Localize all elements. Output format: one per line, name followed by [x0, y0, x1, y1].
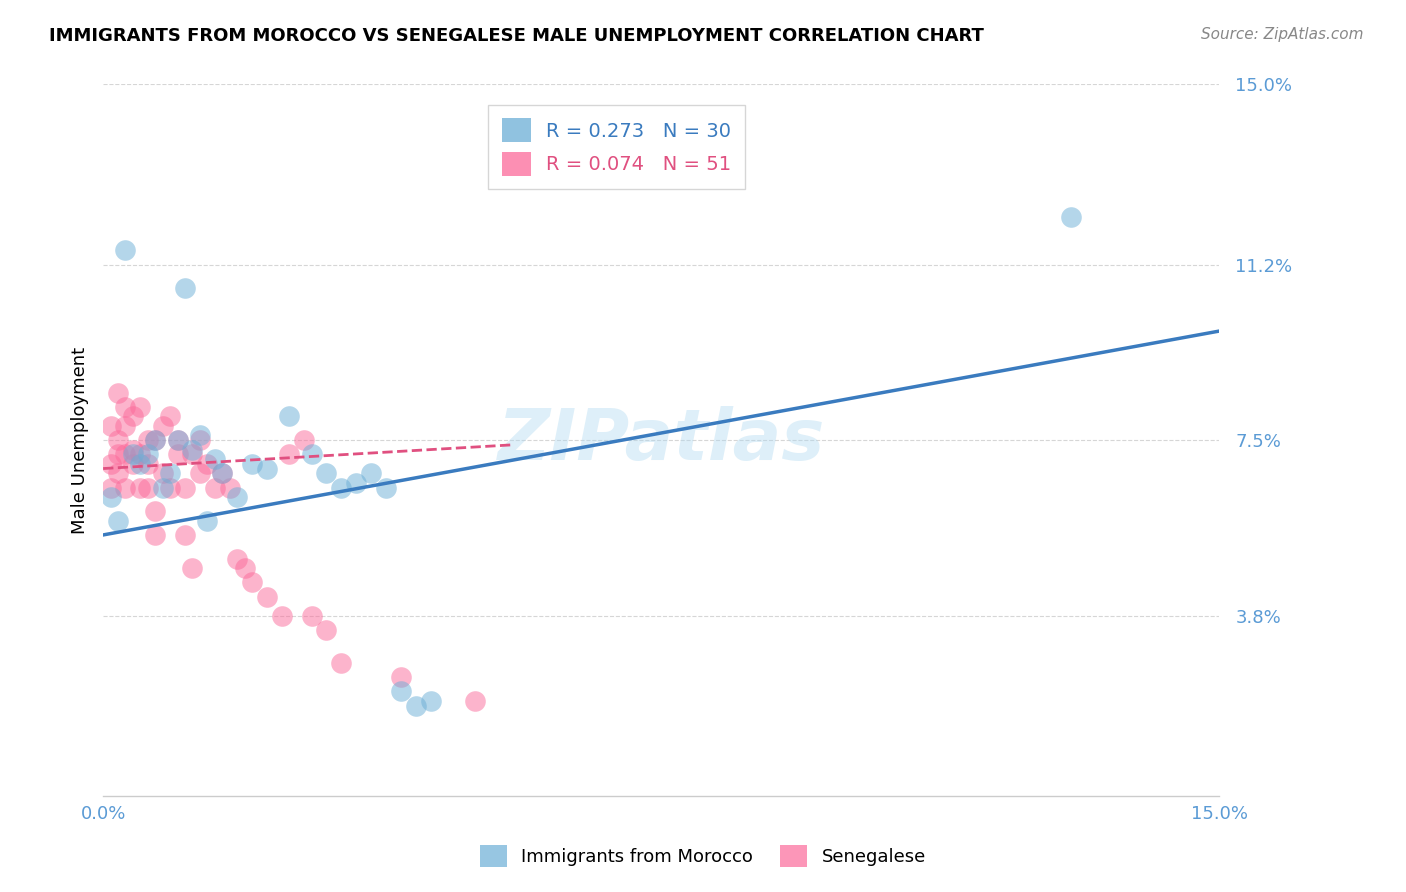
Point [204, 452, 226, 467]
Point [218, 481, 240, 495]
Point [240, 575, 263, 590]
Point [122, 442, 145, 457]
Point [159, 481, 181, 495]
Y-axis label: Male Unemployment: Male Unemployment [72, 346, 89, 533]
Point [100, 490, 122, 504]
Point [211, 467, 233, 481]
Point [114, 400, 136, 414]
Legend: Immigrants from Morocco, Senegalese: Immigrants from Morocco, Senegalese [472, 838, 934, 874]
Point [159, 409, 181, 424]
Point [152, 467, 174, 481]
Point [100, 457, 122, 471]
Point [143, 528, 166, 542]
Point [256, 461, 278, 475]
Point [122, 409, 145, 424]
Point [174, 528, 197, 542]
Point [188, 467, 211, 481]
Point [100, 481, 122, 495]
Point [389, 684, 412, 698]
Point [256, 590, 278, 604]
Point [240, 457, 263, 471]
Point [330, 656, 353, 670]
Text: ZIPatlas: ZIPatlas [498, 406, 825, 475]
Point [389, 670, 412, 684]
Point [419, 694, 441, 708]
Point [143, 433, 166, 447]
Point [107, 447, 129, 461]
Point [278, 447, 301, 461]
Point [107, 385, 129, 400]
Point [166, 433, 188, 447]
Point [152, 481, 174, 495]
Point [344, 475, 367, 490]
Point [122, 457, 145, 471]
Point [136, 447, 159, 461]
Point [374, 481, 396, 495]
Point [129, 481, 152, 495]
Point [181, 442, 204, 457]
Point [211, 467, 233, 481]
Point [107, 514, 129, 528]
Point [129, 447, 152, 461]
Point [114, 447, 136, 461]
Point [143, 433, 166, 447]
Point [136, 457, 159, 471]
Point [301, 608, 323, 623]
Point [233, 561, 256, 575]
Point [204, 481, 226, 495]
Point [270, 608, 292, 623]
Point [315, 623, 337, 637]
Legend: R = 0.273   N = 30, R = 0.074   N = 51: R = 0.273 N = 30, R = 0.074 N = 51 [488, 105, 745, 189]
Point [129, 400, 152, 414]
Point [122, 447, 145, 461]
Point [315, 467, 337, 481]
Point [292, 433, 315, 447]
Point [278, 409, 301, 424]
Point [195, 457, 218, 471]
Point [136, 433, 159, 447]
Point [114, 481, 136, 495]
Point [188, 428, 211, 442]
Point [114, 244, 136, 258]
Point [464, 694, 486, 708]
Point [226, 490, 249, 504]
Point [159, 467, 181, 481]
Text: IMMIGRANTS FROM MOROCCO VS SENEGALESE MALE UNEMPLOYMENT CORRELATION CHART: IMMIGRANTS FROM MOROCCO VS SENEGALESE MA… [49, 27, 984, 45]
Point [136, 481, 159, 495]
Point [301, 447, 323, 461]
Point [181, 561, 204, 575]
Point [107, 467, 129, 481]
Point [166, 433, 188, 447]
Point [226, 551, 249, 566]
Point [114, 418, 136, 433]
Point [100, 418, 122, 433]
Point [107, 433, 129, 447]
Point [330, 481, 353, 495]
Point [360, 467, 382, 481]
Point [188, 433, 211, 447]
Point [143, 504, 166, 518]
Point [1059, 211, 1081, 225]
Point [152, 418, 174, 433]
Point [166, 447, 188, 461]
Point [129, 457, 152, 471]
Point [174, 281, 197, 295]
Point [174, 481, 197, 495]
Point [405, 698, 427, 713]
Point [195, 514, 218, 528]
Point [181, 447, 204, 461]
Text: Source: ZipAtlas.com: Source: ZipAtlas.com [1201, 27, 1364, 42]
